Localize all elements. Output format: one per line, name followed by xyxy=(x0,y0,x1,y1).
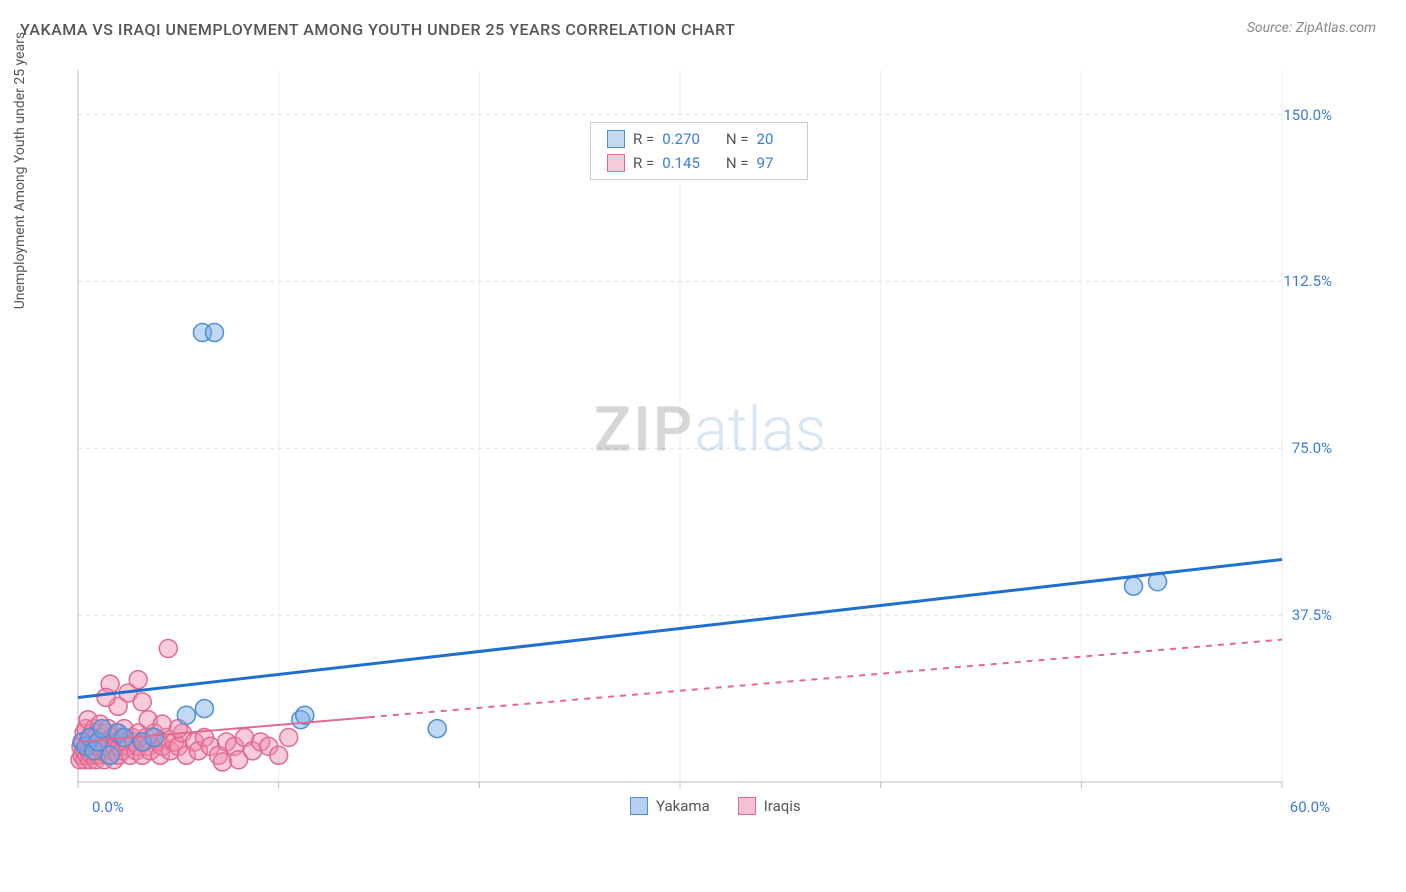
x-axis-max-label: 60.0% xyxy=(1290,798,1330,816)
legend-swatch xyxy=(738,797,756,815)
source-label: Source: ZipAtlas.com xyxy=(1247,20,1376,36)
chart-title: YAKAMA VS IRAQI UNEMPLOYMENT AMONG YOUTH… xyxy=(20,20,735,39)
legend-n-value: 20 xyxy=(757,130,774,148)
legend-swatch xyxy=(607,154,625,172)
legend-swatch xyxy=(630,797,648,815)
y-axis-label: Unemployment Among Youth under 25 years xyxy=(12,32,28,309)
correlation-legend-row: R = 0.145 N = 97 xyxy=(591,151,807,175)
legend-label: Iraqis xyxy=(764,797,801,815)
legend-item: Iraqis xyxy=(738,797,801,815)
y-tick-label: 112.5% xyxy=(1283,272,1332,290)
series-legend: Yakama Iraqis xyxy=(630,797,801,815)
y-tick-label: 75.0% xyxy=(1292,439,1332,457)
scatter-plot: ZIPatlas R =0.270N =20R =0.145N =97 0.0%… xyxy=(50,60,1370,830)
legend-r-value: 0.270 xyxy=(662,130,700,148)
y-tick-label: 37.5% xyxy=(1292,606,1332,624)
x-axis-min-label: 0.0% xyxy=(92,798,124,816)
legend-r-value: 0.145 xyxy=(662,154,700,172)
legend-n-label: N = xyxy=(726,130,749,148)
correlation-legend-row: R = 0.270 N = 20 xyxy=(591,127,807,151)
legend-label: Yakama xyxy=(656,797,710,815)
legend-n-value: 97 xyxy=(757,154,774,172)
legend-r-label: R = xyxy=(633,154,654,172)
legend-r-label: R = xyxy=(633,130,654,148)
legend-n-label: N = xyxy=(726,154,749,172)
correlation-legend: R = 0.270 N = 20 R = 0.145 N = 97 xyxy=(590,122,808,180)
legend-item: Yakama xyxy=(630,797,710,815)
legend-swatch xyxy=(607,130,625,148)
y-tick-label: 150.0% xyxy=(1283,106,1332,124)
